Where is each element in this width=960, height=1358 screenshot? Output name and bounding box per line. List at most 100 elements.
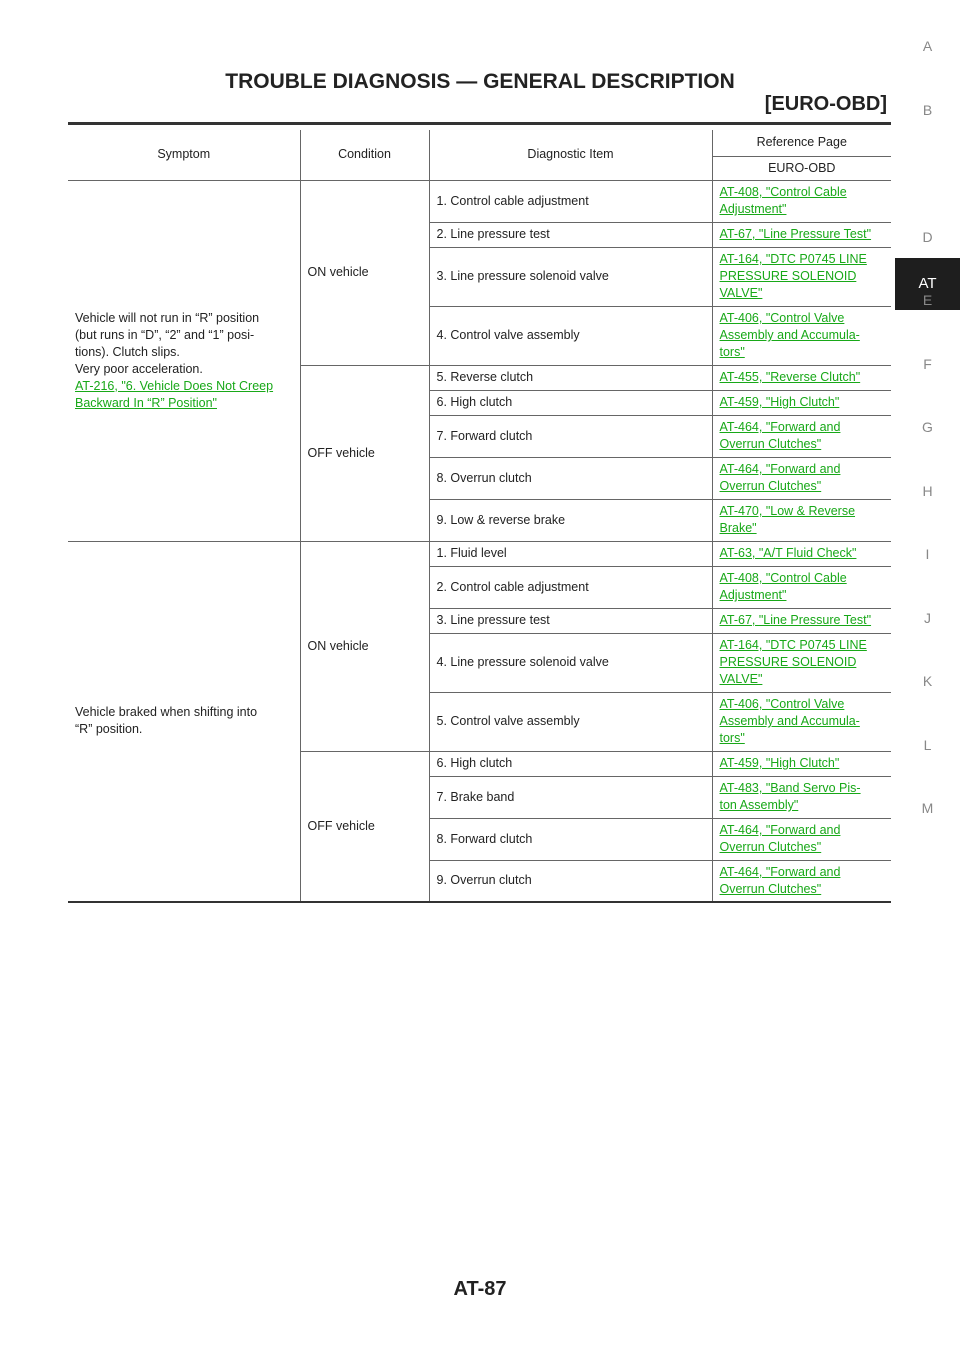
section-tab-m[interactable]: M bbox=[921, 800, 934, 816]
reference-link[interactable]: Overrun Clutches" bbox=[719, 881, 822, 896]
reference-link[interactable]: AT-408, "Control Cable bbox=[719, 185, 847, 199]
table-row: 8. Forward clutch AT-464, "Forward and Ov… bbox=[68, 817, 891, 861]
page-title: TROUBLE DIAGNOSIS — GENERAL DESCRIPTION bbox=[225, 70, 735, 93]
reference-cell: AT-464, "Forward and Overrun Clutches" bbox=[711, 414, 891, 458]
diagnostic-item-cell: 7. Forward clutch bbox=[429, 414, 713, 458]
section-tab-e[interactable]: E bbox=[922, 292, 933, 308]
diagnostic-item-cell: 4. Control valve assembly bbox=[429, 305, 713, 366]
reference-link[interactable]: Overrun Clutches" bbox=[719, 840, 822, 854]
reference-link[interactable]: ton Assembly" bbox=[719, 798, 799, 812]
table-row: OFF vehicle 5. Reverse clutch AT-455, "Rev… bbox=[68, 364, 891, 542]
reference-cell: AT-408, "Control Cable Adjustment" bbox=[711, 179, 891, 223]
table-row: 3. Line pressure solenoid valve AT-164, "… bbox=[68, 246, 891, 307]
reference-link[interactable]: AT-459, "High Clutch" bbox=[719, 756, 840, 770]
section-tab-h[interactable]: H bbox=[922, 482, 933, 499]
section-tab-l[interactable]: L bbox=[923, 736, 932, 753]
reference-link[interactable]: AT-470, "Low & Reverse bbox=[719, 504, 856, 518]
section-tab-b[interactable]: B bbox=[922, 101, 933, 118]
diagnostic-item-cell: 3. Line pressure solenoid valve bbox=[429, 246, 713, 307]
table-row: OFF vehicle 6. High clutch AT-459, "High C… bbox=[68, 750, 891, 903]
reference-link[interactable]: AT-455, "Reverse Clutch" bbox=[719, 370, 861, 384]
table-row: 5. Control valve assembly AT-406, "Contro… bbox=[68, 691, 891, 752]
section-tab-d[interactable]: D bbox=[922, 228, 933, 245]
reference-cell: AT-67, "Line Pressure Test" bbox=[711, 607, 891, 634]
reference-cell: AT-464, "Forward and Overrun Clutches" bbox=[711, 817, 891, 861]
reference-cell: AT-67, "Line Pressure Test" bbox=[711, 221, 891, 248]
diagnostic-item-cell: 8. Forward clutch bbox=[429, 817, 713, 861]
reference-link[interactable]: AT-464, "Forward and bbox=[719, 462, 841, 476]
diagnostic-item-cell: 4. Line pressure solenoid valve bbox=[429, 632, 713, 693]
reference-cell: AT-406, "Control Valve Assembly and Accu… bbox=[711, 305, 891, 366]
table-row: 8. Overrun clutch AT-464, "Forward and Ov… bbox=[68, 456, 891, 500]
reference-link[interactable]: Brake" bbox=[719, 521, 757, 535]
reference-link[interactable]: AT-164, "DTC P0745 LINE bbox=[719, 638, 867, 652]
column-header-reference-page: Reference Page bbox=[711, 130, 891, 157]
reference-link[interactable]: AT-464, "Forward and bbox=[719, 420, 841, 434]
reference-cell: AT-459, "High Clutch" bbox=[711, 750, 891, 777]
section-tab-a[interactable]: A bbox=[922, 38, 933, 54]
diagnostic-item-cell: 5. Reverse clutch bbox=[428, 364, 713, 391]
reference-cell: AT-483, "Band Servo Pis-ton Assembly" bbox=[711, 775, 891, 819]
condition-cell: ON vehicle bbox=[299, 540, 430, 752]
reference-cell: AT-406, "Control Valve Assembly and Accu… bbox=[711, 691, 891, 752]
table-row: 7. Forward clutch AT-464, "Forward and Ov… bbox=[68, 414, 891, 458]
symptom-cell: Vehicle will not run in “R” position (but… bbox=[68, 179, 301, 542]
table-row: Vehicle braked when shifting into “R” pos… bbox=[68, 540, 891, 903]
reference-link[interactable]: AT-408, "Control Cable bbox=[719, 571, 847, 585]
page-subtitle: [EURO-OBD] bbox=[764, 93, 887, 115]
diagnostic-item-cell: 2. Control cable adjustment bbox=[429, 565, 713, 609]
reference-cell: AT-63, "A/T Fluid Check" bbox=[711, 540, 891, 567]
reference-link[interactable]: Assembly and Accumula- bbox=[719, 714, 860, 728]
section-tab-k[interactable]: K bbox=[922, 673, 933, 689]
reference-link[interactable]: AT-459, "High Clutch" bbox=[719, 395, 840, 409]
section-tab-f[interactable]: F bbox=[923, 355, 932, 372]
symptom-text-line: Vehicle will not run in “R” position bbox=[75, 310, 260, 325]
column-header-condition: Condition bbox=[299, 130, 430, 181]
reference-link[interactable]: Assembly and Accumula- bbox=[719, 328, 860, 342]
reference-cell: AT-164, "DTC P0745 LINE PRESSURE SOLENOI… bbox=[711, 246, 891, 307]
reference-cell: AT-408, "Control Cable Adjustment" bbox=[711, 565, 891, 609]
diagnosis-table: Symptom Condition Diagnostic Item Refere… bbox=[68, 130, 891, 903]
reference-link[interactable]: Adjustment" bbox=[719, 588, 787, 602]
table-row: 9. Overrun clutch AT-464, "Forward and Ov… bbox=[68, 859, 891, 903]
reference-link[interactable]: Adjustment" bbox=[719, 202, 787, 216]
diagnostic-item-cell: 8. Overrun clutch bbox=[429, 456, 713, 500]
column-header-symptom: Symptom bbox=[68, 130, 301, 181]
diagnostic-item-cell: 6. High clutch bbox=[429, 389, 713, 416]
reference-link[interactable]: AT-464, "Forward and bbox=[719, 823, 841, 837]
section-index-tabs: A B AT D E F G H I J K L M bbox=[895, 0, 960, 1358]
reference-link[interactable]: AT-406, "Control Valve bbox=[719, 311, 845, 325]
diagnostic-item-cell: 6. High clutch bbox=[428, 750, 713, 777]
symptom-reference-link[interactable]: AT-216, "6. Vehicle Does Not Creep bbox=[75, 378, 274, 393]
reference-link[interactable]: AT-63, "A/T Fluid Check" bbox=[719, 546, 857, 560]
reference-link[interactable]: VALVE" bbox=[719, 286, 763, 300]
reference-link[interactable]: Overrun Clutches" bbox=[719, 479, 822, 493]
reference-link[interactable]: PRESSURE SOLENOID bbox=[719, 269, 857, 283]
table-row: 6. High clutch AT-459, "High Clutch" bbox=[68, 389, 891, 416]
reference-link[interactable]: Overrun Clutches" bbox=[719, 437, 822, 451]
diagnostic-item-cell: 9. Low & reverse brake bbox=[429, 498, 713, 542]
reference-link[interactable]: AT-164, "DTC P0745 LINE bbox=[719, 252, 867, 266]
diagnostic-item-cell: 9. Overrun clutch bbox=[429, 859, 713, 903]
section-tab-g[interactable]: G bbox=[922, 419, 933, 435]
reference-link[interactable]: AT-464, "Forward and bbox=[719, 864, 841, 879]
reference-cell: AT-164, "DTC P0745 LINE PRESSURE SOLENOI… bbox=[711, 632, 891, 693]
reference-link[interactable]: tors" bbox=[719, 345, 745, 359]
reference-link[interactable]: AT-67, "Line Pressure Test" bbox=[719, 613, 872, 627]
section-tab-i[interactable]: I bbox=[925, 546, 930, 562]
page-number: AT-87 bbox=[453, 1278, 507, 1300]
section-tab-at[interactable]: AT bbox=[895, 258, 960, 310]
symptom-text-line: (but runs in “D”, “2” and “1” posi- bbox=[75, 327, 255, 342]
reference-link[interactable]: VALVE" bbox=[719, 672, 763, 686]
section-tab-j[interactable]: J bbox=[924, 609, 931, 626]
reference-link[interactable]: AT-406, "Control Valve bbox=[719, 697, 845, 711]
reference-link[interactable]: tors" bbox=[719, 731, 745, 745]
symptom-text-line: Very poor acceleration. bbox=[75, 361, 203, 376]
reference-cell: AT-470, "Low & Reverse Brake" bbox=[711, 498, 891, 542]
reference-link[interactable]: AT-67, "Line Pressure Test" bbox=[719, 227, 872, 241]
condition-cell: OFF vehicle bbox=[300, 364, 430, 542]
reference-link[interactable]: PRESSURE SOLENOID bbox=[719, 655, 857, 669]
reference-link[interactable]: AT-483, "Band Servo Pis- bbox=[719, 781, 861, 795]
symptom-reference-link[interactable]: Backward In “R” Position" bbox=[75, 395, 217, 410]
table-row: Vehicle will not run in “R” position (but… bbox=[68, 179, 891, 542]
